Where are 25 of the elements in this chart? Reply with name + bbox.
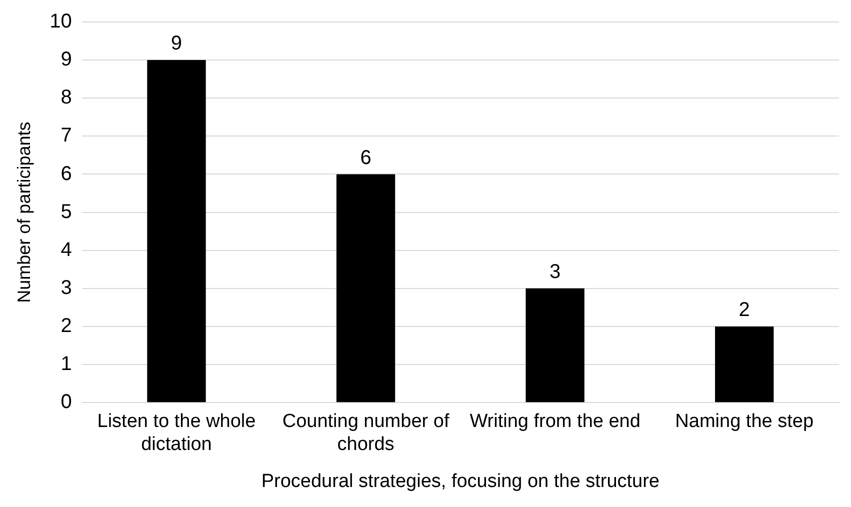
x-tick-label: Counting number of chords (282, 411, 450, 456)
y-tick-label: 1 (60, 353, 72, 376)
x-axis-title: Procedural strategies, focusing on the structure (261, 470, 660, 492)
bar (715, 326, 774, 402)
y-tick-label: 2 (60, 314, 72, 337)
x-tick-label: Naming the step (675, 411, 814, 432)
y-tick-label: 5 (60, 200, 72, 223)
y-tick-label: 8 (60, 86, 72, 109)
y-tick-label: 10 (50, 10, 72, 33)
bar (147, 60, 206, 402)
y-tick-label: 4 (60, 238, 72, 261)
y-tick-label: 3 (60, 276, 72, 299)
bar (336, 174, 396, 402)
data-label: 3 (550, 260, 561, 283)
data-label: 6 (360, 146, 372, 169)
y-tick-label: 7 (60, 124, 72, 147)
data-label: 2 (738, 298, 750, 321)
y-tick-label: 9 (60, 48, 72, 71)
y-tick-label: 6 (60, 162, 72, 185)
data-label: 9 (170, 32, 182, 55)
x-tick-label: Writing from the end (470, 411, 640, 432)
y-axis-title: Number of participants (14, 122, 34, 303)
y-tick-label: 0 (60, 391, 72, 414)
x-tick-label: Listen to the whole dictation (97, 411, 256, 456)
bar (526, 288, 584, 402)
